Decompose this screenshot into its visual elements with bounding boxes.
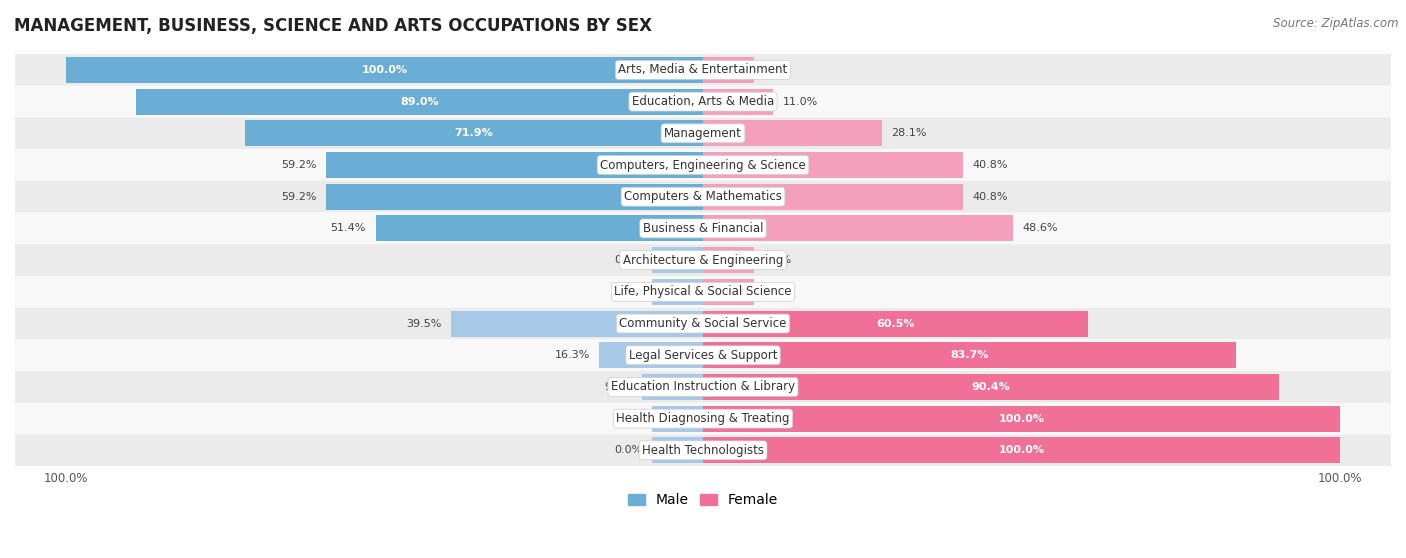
- FancyBboxPatch shape: [15, 149, 1391, 181]
- Legend: Male, Female: Male, Female: [623, 488, 783, 513]
- FancyBboxPatch shape: [15, 403, 1391, 435]
- Text: 0.0%: 0.0%: [763, 255, 792, 265]
- Text: 100.0%: 100.0%: [998, 413, 1045, 424]
- Text: Architecture & Engineering: Architecture & Engineering: [623, 254, 783, 267]
- Bar: [326, 152, 703, 178]
- Text: 60.5%: 60.5%: [876, 319, 915, 329]
- Bar: [652, 406, 703, 432]
- Bar: [326, 184, 703, 210]
- Text: 89.0%: 89.0%: [401, 97, 439, 107]
- Text: Source: ZipAtlas.com: Source: ZipAtlas.com: [1274, 17, 1399, 30]
- Text: 16.3%: 16.3%: [554, 350, 589, 360]
- Bar: [703, 89, 773, 114]
- FancyBboxPatch shape: [15, 181, 1391, 213]
- FancyBboxPatch shape: [15, 213, 1391, 244]
- Text: Business & Financial: Business & Financial: [643, 222, 763, 235]
- Text: 40.8%: 40.8%: [973, 160, 1008, 170]
- Text: 9.6%: 9.6%: [605, 382, 633, 392]
- Text: 48.6%: 48.6%: [1022, 223, 1057, 233]
- Bar: [703, 374, 1279, 400]
- FancyBboxPatch shape: [15, 54, 1391, 86]
- Bar: [599, 342, 703, 368]
- Text: 11.0%: 11.0%: [783, 97, 818, 107]
- Text: Health Diagnosing & Treating: Health Diagnosing & Treating: [616, 412, 790, 425]
- Bar: [703, 57, 754, 83]
- FancyBboxPatch shape: [15, 86, 1391, 118]
- Bar: [375, 215, 703, 242]
- Text: 100.0%: 100.0%: [361, 65, 408, 75]
- Text: 0.0%: 0.0%: [614, 287, 643, 297]
- Text: Education, Arts & Media: Education, Arts & Media: [631, 95, 775, 108]
- Text: Management: Management: [664, 127, 742, 140]
- Text: 0.0%: 0.0%: [614, 255, 643, 265]
- Text: Education Instruction & Library: Education Instruction & Library: [612, 381, 794, 393]
- Text: 28.1%: 28.1%: [891, 128, 927, 138]
- Text: Computers & Mathematics: Computers & Mathematics: [624, 190, 782, 203]
- Text: 59.2%: 59.2%: [281, 192, 316, 202]
- FancyBboxPatch shape: [15, 339, 1391, 371]
- Text: 0.0%: 0.0%: [614, 413, 643, 424]
- Bar: [703, 311, 1088, 336]
- Bar: [643, 374, 703, 400]
- Text: Health Technologists: Health Technologists: [643, 444, 763, 457]
- Text: Life, Physical & Social Science: Life, Physical & Social Science: [614, 285, 792, 299]
- Bar: [136, 89, 703, 114]
- Text: MANAGEMENT, BUSINESS, SCIENCE AND ARTS OCCUPATIONS BY SEX: MANAGEMENT, BUSINESS, SCIENCE AND ARTS O…: [14, 17, 652, 35]
- Text: 59.2%: 59.2%: [281, 160, 316, 170]
- Text: 39.5%: 39.5%: [406, 319, 441, 329]
- Text: 51.4%: 51.4%: [330, 223, 366, 233]
- Text: 83.7%: 83.7%: [950, 350, 988, 360]
- Bar: [652, 437, 703, 463]
- Text: Community & Social Service: Community & Social Service: [619, 317, 787, 330]
- Bar: [652, 247, 703, 273]
- FancyBboxPatch shape: [15, 435, 1391, 466]
- Text: 100.0%: 100.0%: [998, 445, 1045, 455]
- Text: 0.0%: 0.0%: [763, 65, 792, 75]
- Text: 71.9%: 71.9%: [454, 128, 494, 138]
- FancyBboxPatch shape: [15, 118, 1391, 149]
- Text: 0.0%: 0.0%: [763, 287, 792, 297]
- Text: Legal Services & Support: Legal Services & Support: [628, 349, 778, 362]
- Bar: [703, 342, 1236, 368]
- Bar: [245, 121, 703, 146]
- FancyBboxPatch shape: [15, 371, 1391, 403]
- Bar: [703, 247, 754, 273]
- Bar: [66, 57, 703, 83]
- FancyBboxPatch shape: [15, 244, 1391, 276]
- Bar: [703, 279, 754, 305]
- Text: 0.0%: 0.0%: [614, 445, 643, 455]
- Text: Computers, Engineering & Science: Computers, Engineering & Science: [600, 158, 806, 171]
- FancyBboxPatch shape: [15, 307, 1391, 339]
- Bar: [703, 215, 1012, 242]
- Bar: [703, 406, 1340, 432]
- FancyBboxPatch shape: [15, 276, 1391, 307]
- Text: 40.8%: 40.8%: [973, 192, 1008, 202]
- Bar: [451, 311, 703, 336]
- Bar: [703, 152, 963, 178]
- Bar: [703, 121, 882, 146]
- Bar: [652, 279, 703, 305]
- Bar: [703, 184, 963, 210]
- Text: 90.4%: 90.4%: [972, 382, 1011, 392]
- Text: Arts, Media & Entertainment: Arts, Media & Entertainment: [619, 64, 787, 76]
- Bar: [703, 437, 1340, 463]
